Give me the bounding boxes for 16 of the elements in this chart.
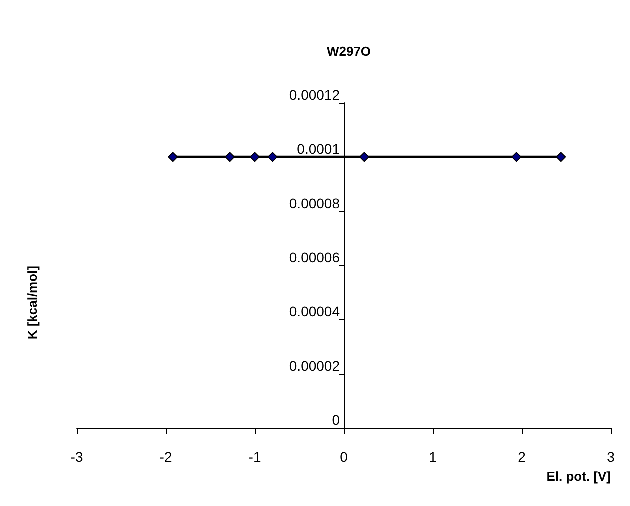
y-tick-label: 0.0001 [297, 141, 340, 158]
y-tick-label: 0.00006 [289, 250, 340, 266]
x-axis-title: El. pot. [V] [546, 469, 611, 484]
x-tick-label: -3 [70, 449, 84, 465]
x-tick-label: 1 [429, 449, 438, 465]
y-tick-label: 0.00004 [289, 304, 340, 320]
chart-title: W297O [326, 44, 372, 59]
x-tick-label: 2 [518, 449, 526, 465]
y-tick-label: 0.00008 [289, 195, 340, 212]
y-axis-title: K [kcal/mol] [25, 266, 40, 340]
x-tick-label: -2 [160, 449, 172, 465]
y-tick-label: 0.00012 [289, 87, 340, 103]
x-tick-label: -1 [248, 449, 262, 465]
y-tick-label: 0.00002 [289, 358, 340, 374]
y-tick-label: 0 [332, 412, 340, 428]
x-tick-label: 3 [607, 449, 616, 465]
